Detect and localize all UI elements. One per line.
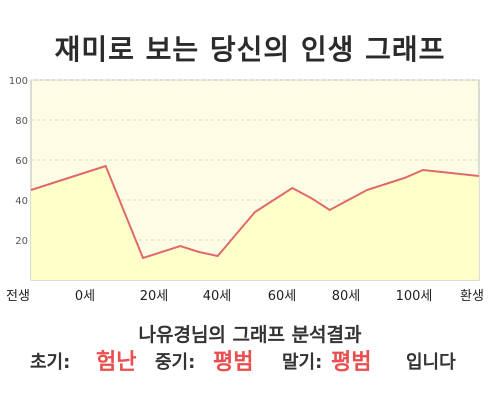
late-label: 말기:	[282, 352, 323, 373]
late-value: 평범	[331, 350, 372, 375]
y-tick-label: 100	[9, 76, 28, 87]
y-tick-label: 20	[15, 236, 28, 247]
life-graph-chart: 20 40 60 80 100 전생 0세 20세 40세 60세 80세 100세 환생	[6, 76, 484, 304]
x-tick-label: 20세	[140, 289, 169, 304]
y-tick-label: 40	[15, 196, 28, 207]
middle-value: 평범	[213, 350, 254, 375]
series-area	[31, 166, 479, 280]
y-tick-label: 80	[15, 116, 28, 127]
x-tick-label: 100세	[396, 289, 433, 304]
early-value: 험난	[96, 350, 137, 375]
analysis-title: 나유경님의 그래프 분석결과	[138, 324, 362, 346]
x-tick-label: 전생	[6, 289, 30, 304]
x-tick-label: 환생	[460, 289, 484, 304]
ending-text: 입니다	[406, 352, 456, 373]
middle-label: 중기:	[155, 352, 196, 373]
y-axis-ticks: 20 40 60 80 100	[9, 76, 28, 247]
early-label: 초기:	[30, 352, 71, 373]
x-tick-label: 60세	[268, 289, 297, 304]
x-tick-label: 40세	[203, 289, 232, 304]
series-line	[30, 164, 480, 260]
x-tick-label: 0세	[75, 289, 95, 304]
x-axis-ticks: 전생 0세 20세 40세 60세 80세 100세 환생	[6, 289, 484, 304]
y-tick-label: 60	[15, 156, 28, 167]
x-tick-label: 80세	[332, 289, 361, 304]
page-title: 재미로 보는 당신의 인생 그래프	[54, 33, 446, 66]
